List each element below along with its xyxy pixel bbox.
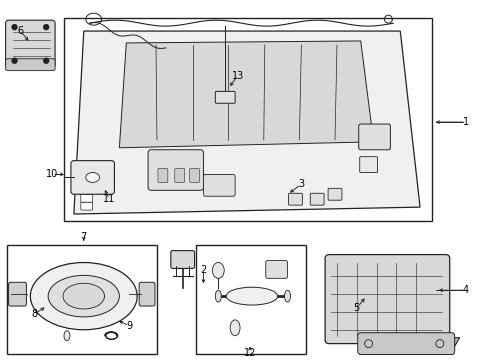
Ellipse shape xyxy=(48,275,119,317)
Ellipse shape xyxy=(85,172,100,183)
FancyBboxPatch shape xyxy=(174,168,184,183)
FancyBboxPatch shape xyxy=(71,161,114,194)
Circle shape xyxy=(43,58,49,63)
FancyBboxPatch shape xyxy=(325,255,449,343)
FancyBboxPatch shape xyxy=(81,202,93,210)
Bar xyxy=(195,245,305,354)
Polygon shape xyxy=(74,31,419,214)
Circle shape xyxy=(12,24,17,30)
FancyBboxPatch shape xyxy=(170,251,194,269)
Text: 11: 11 xyxy=(103,194,115,204)
Text: 8: 8 xyxy=(31,309,37,319)
FancyBboxPatch shape xyxy=(203,175,235,196)
FancyBboxPatch shape xyxy=(265,261,287,278)
FancyBboxPatch shape xyxy=(359,157,377,172)
FancyBboxPatch shape xyxy=(327,188,341,200)
Text: 7: 7 xyxy=(81,232,87,242)
Text: 1: 1 xyxy=(462,117,468,127)
Text: 4: 4 xyxy=(462,285,468,295)
Bar xyxy=(64,18,431,221)
Text: 9: 9 xyxy=(126,321,132,331)
FancyBboxPatch shape xyxy=(139,282,155,306)
FancyBboxPatch shape xyxy=(158,168,167,183)
Ellipse shape xyxy=(64,331,70,341)
Ellipse shape xyxy=(215,290,221,302)
FancyBboxPatch shape xyxy=(357,333,454,355)
Polygon shape xyxy=(119,41,373,148)
FancyBboxPatch shape xyxy=(9,282,26,306)
Bar xyxy=(7,245,157,354)
Ellipse shape xyxy=(284,290,290,302)
FancyBboxPatch shape xyxy=(6,20,55,68)
Circle shape xyxy=(43,24,49,30)
FancyBboxPatch shape xyxy=(288,193,302,205)
Ellipse shape xyxy=(212,262,224,278)
Circle shape xyxy=(12,58,17,63)
Ellipse shape xyxy=(226,287,277,305)
Text: 3: 3 xyxy=(298,179,304,189)
FancyBboxPatch shape xyxy=(81,194,93,202)
FancyBboxPatch shape xyxy=(148,150,203,190)
Text: 12: 12 xyxy=(243,347,256,357)
Text: 10: 10 xyxy=(46,170,58,180)
Text: 6: 6 xyxy=(18,26,23,36)
FancyBboxPatch shape xyxy=(358,124,389,150)
Text: 5: 5 xyxy=(353,303,359,313)
FancyBboxPatch shape xyxy=(310,193,324,205)
Ellipse shape xyxy=(63,283,104,309)
Text: 13: 13 xyxy=(231,71,244,81)
Ellipse shape xyxy=(30,262,137,330)
FancyBboxPatch shape xyxy=(6,59,55,71)
Ellipse shape xyxy=(230,320,240,336)
Polygon shape xyxy=(360,338,459,350)
FancyBboxPatch shape xyxy=(215,91,235,103)
FancyBboxPatch shape xyxy=(189,168,199,183)
Text: 2: 2 xyxy=(200,265,206,275)
